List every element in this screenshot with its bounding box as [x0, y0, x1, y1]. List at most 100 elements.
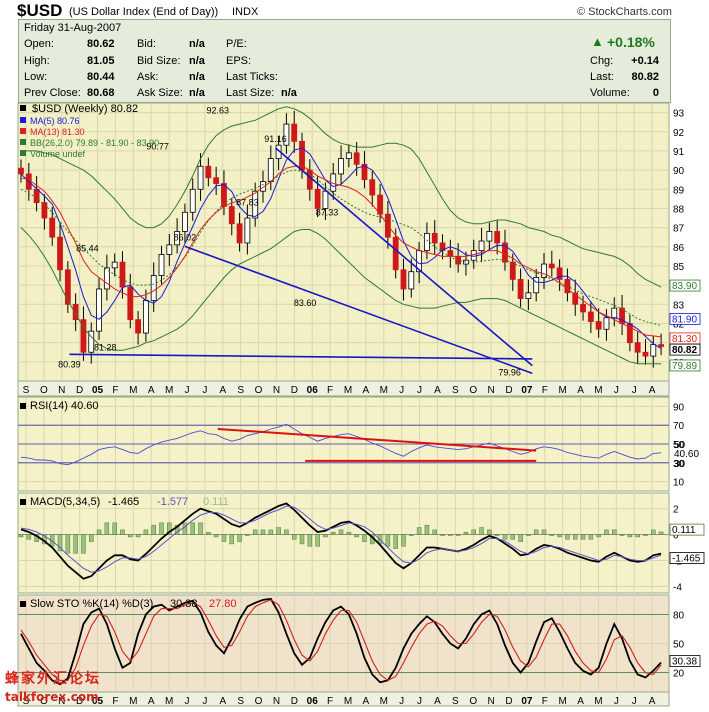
x-tick-label: J — [399, 385, 404, 396]
macd-histogram-bar — [643, 534, 648, 536]
price-y-label: 83 — [673, 300, 685, 311]
macd-histogram-bar — [533, 529, 539, 535]
macd-histogram-bar — [143, 529, 149, 535]
chg-label: Chg: — [590, 55, 614, 67]
legend-bb: BB(26,2.0) 79.89 - 81.90 - 83.90 — [30, 138, 159, 148]
x-tick-label-bottom: O — [255, 696, 263, 707]
source-credit[interactable]: © StockCharts.com — [577, 6, 672, 18]
macd-histogram-bar — [502, 534, 508, 540]
x-tick-label: D — [76, 385, 83, 396]
macd-histogram-bar — [487, 529, 492, 535]
x-tick-label: M — [380, 385, 388, 396]
price-right-label: 81.90 — [672, 314, 697, 325]
candle-body — [236, 223, 243, 244]
macd-histogram-bar — [354, 534, 359, 538]
candle-body — [408, 271, 415, 290]
exchange-label: INDX — [232, 6, 259, 18]
candle-body — [509, 261, 516, 280]
macd-histogram-bar — [49, 534, 55, 547]
macd-y-label: 0 — [673, 531, 679, 542]
candle-body — [213, 177, 220, 184]
candle-body — [119, 261, 126, 288]
last-ticks-label: Last Ticks: — [226, 71, 278, 83]
x-tick-label-bottom: A — [363, 696, 370, 707]
x-tick-label: F — [327, 385, 333, 396]
legend-macd: MACD(5,34,5) -1.465 -1.577 0.111 — [20, 496, 229, 508]
macd-histogram-bar — [346, 531, 352, 535]
candle-body — [96, 288, 102, 332]
macd-panel-bg — [17, 492, 670, 594]
legend-price: $USD (Weekly) 80.82 — [32, 103, 138, 115]
macd-histogram-bar — [385, 534, 391, 547]
rsi-right-label: 50 — [674, 440, 686, 451]
price-y-label: 82 — [673, 319, 685, 330]
legend-sto-d: 27.80 — [209, 598, 237, 610]
candle-body — [517, 278, 524, 299]
price-right-label-box — [669, 279, 701, 292]
price-annotation: 91.16 — [264, 134, 287, 144]
quote-date: Friday 31-Aug-2007 — [24, 22, 122, 34]
up-triangle-icon: ▲ — [591, 34, 604, 49]
macd-y-label: 2 — [673, 505, 679, 516]
candle-body — [127, 286, 134, 321]
candle-body — [541, 263, 547, 278]
macd-histogram-bar — [89, 534, 94, 542]
candle-body — [587, 311, 594, 322]
price-y-label: 87 — [673, 224, 685, 235]
legend-macd-signal: -1.577 — [157, 496, 188, 508]
macd-histogram-bar — [73, 534, 78, 554]
bid-size-value: n/a — [189, 55, 205, 67]
x-tick-label: A — [148, 385, 155, 396]
x-tick-label-bottom: A — [649, 696, 656, 707]
index-name: (US Dollar Index (End of Day)) — [69, 6, 219, 18]
price-y-label: 91 — [673, 147, 685, 158]
x-tick-label-bottom: J — [399, 696, 404, 707]
price-legend: $USD (Weekly) 80.82 MA(5) 80.76 MA(13) 8… — [20, 103, 159, 159]
x-tick-label-bottom: A — [577, 696, 584, 707]
macd-histogram-bar — [572, 534, 578, 540]
legend-rsi: RSI(14) 40.60 — [30, 400, 98, 412]
macd-histogram-bar — [518, 534, 523, 542]
macd-right-label: -1.465 — [672, 554, 701, 565]
candle-body — [572, 292, 579, 305]
x-tick-label: F — [542, 385, 548, 396]
price-annotation: 85.44 — [76, 244, 99, 254]
candle-body — [291, 123, 298, 142]
candle-body — [306, 169, 313, 190]
candle-body — [244, 217, 251, 244]
bid-label: Bid: — [137, 38, 156, 50]
candle-body — [166, 244, 173, 255]
candle-body — [338, 158, 344, 175]
candle-body — [283, 123, 290, 146]
chg-value: +0.14 — [631, 55, 659, 67]
macd-histogram-bar — [252, 529, 258, 535]
volume-value: 0 — [652, 87, 659, 99]
x-tick-label-bottom: M — [165, 696, 173, 707]
candle-body — [111, 261, 118, 269]
price-annotation: 87.83 — [236, 198, 259, 208]
x-tick-label: M — [344, 385, 352, 396]
x-tick-label: A — [577, 385, 584, 396]
symbol-title: $USD — [17, 1, 63, 20]
price-trendline — [69, 353, 533, 360]
x-tick-label: 07 — [521, 385, 533, 396]
bottom-axis-strip — [17, 691, 670, 707]
macd-histogram-bar — [96, 529, 102, 535]
x-tick-label-bottom: J — [632, 696, 637, 707]
candle-body — [424, 232, 430, 252]
eps-label: EPS: — [226, 55, 252, 67]
sto-right-label-box — [669, 655, 701, 667]
ask-value: n/a — [189, 71, 205, 83]
x-tick-label-bottom: D — [291, 696, 298, 707]
price-y-label: 85 — [673, 262, 685, 273]
candle-body — [80, 319, 87, 353]
candle-body — [502, 242, 508, 263]
candle-body — [486, 231, 493, 242]
candle-body — [392, 236, 399, 271]
macd-histogram-bar — [81, 534, 86, 554]
macd-right-label: 0.111 — [672, 525, 696, 536]
x-tick-label: N — [58, 385, 65, 396]
candle-body — [142, 300, 149, 334]
macd-histogram-bar — [112, 522, 117, 535]
sto-y-label: 50 — [673, 640, 685, 651]
